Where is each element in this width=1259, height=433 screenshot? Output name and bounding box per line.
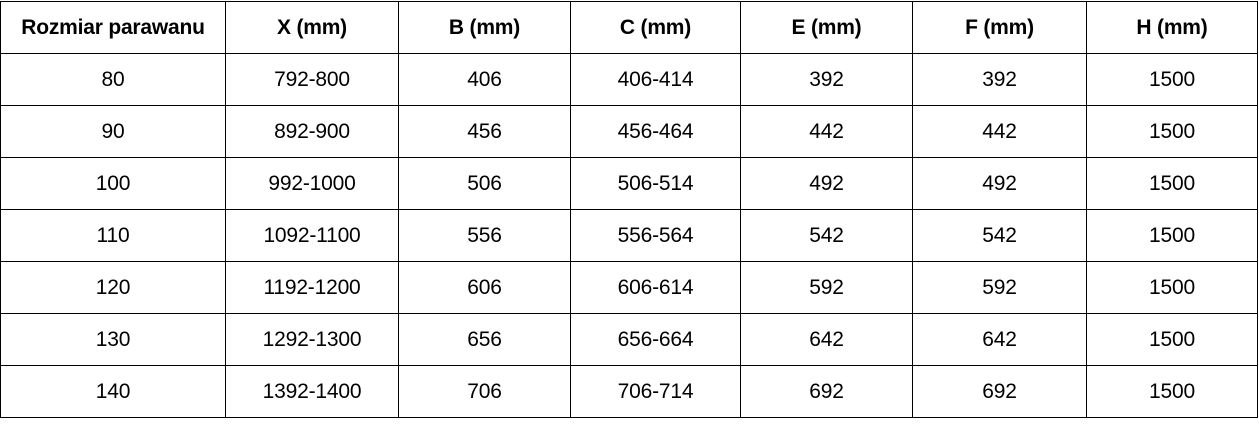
- table-header-row: Rozmiar parawanu X (mm) B (mm) C (mm) E …: [0, 1, 1258, 54]
- cell-e: 492: [740, 157, 913, 210]
- column-header-b: B (mm): [398, 1, 571, 54]
- cell-h: 1500: [1086, 209, 1258, 262]
- screen-dimensions-table: Rozmiar parawanu X (mm) B (mm) C (mm) E …: [0, 1, 1258, 418]
- table-row: 80 792-800 406 406-414 392 392 1500: [0, 53, 1258, 106]
- column-header-e: E (mm): [740, 1, 913, 54]
- cell-rozmiar-parawanu: 140: [0, 365, 226, 418]
- cell-x: 1392-1400: [225, 365, 399, 418]
- cell-e: 392: [740, 53, 913, 106]
- cell-f: 492: [912, 157, 1087, 210]
- table-row: 90 892-900 456 456-464 442 442 1500: [0, 105, 1258, 158]
- table-row: 140 1392-1400 706 706-714 692 692 1500: [0, 365, 1258, 418]
- cell-c: 556-564: [570, 209, 741, 262]
- table-row: 100 992-1000 506 506-514 492 492 1500: [0, 157, 1258, 210]
- cell-x: 1292-1300: [225, 313, 399, 366]
- cell-h: 1500: [1086, 105, 1258, 158]
- column-header-rozmiar-parawanu: Rozmiar parawanu: [0, 1, 226, 54]
- cell-b: 506: [398, 157, 571, 210]
- cell-c: 606-614: [570, 261, 741, 314]
- column-header-c: C (mm): [570, 1, 741, 54]
- column-header-f: F (mm): [912, 1, 1087, 54]
- cell-e: 642: [740, 313, 913, 366]
- cell-c: 406-414: [570, 53, 741, 106]
- cell-rozmiar-parawanu: 130: [0, 313, 226, 366]
- spec-table-container: Rozmiar parawanu X (mm) B (mm) C (mm) E …: [0, 1, 1258, 418]
- cell-h: 1500: [1086, 261, 1258, 314]
- cell-f: 642: [912, 313, 1087, 366]
- cell-f: 592: [912, 261, 1087, 314]
- table-row: 130 1292-1300 656 656-664 642 642 1500: [0, 313, 1258, 366]
- cell-rozmiar-parawanu: 90: [0, 105, 226, 158]
- cell-h: 1500: [1086, 365, 1258, 418]
- cell-b: 456: [398, 105, 571, 158]
- cell-c: 706-714: [570, 365, 741, 418]
- cell-h: 1500: [1086, 53, 1258, 106]
- cell-b: 556: [398, 209, 571, 262]
- cell-x: 792-800: [225, 53, 399, 106]
- cell-rozmiar-parawanu: 100: [0, 157, 226, 210]
- cell-x: 1192-1200: [225, 261, 399, 314]
- column-header-h: H (mm): [1086, 1, 1258, 54]
- cell-e: 442: [740, 105, 913, 158]
- table-body: 80 792-800 406 406-414 392 392 1500 90 8…: [0, 53, 1258, 418]
- cell-e: 542: [740, 209, 913, 262]
- column-header-x: X (mm): [225, 1, 399, 54]
- cell-rozmiar-parawanu: 80: [0, 53, 226, 106]
- table-row: 120 1192-1200 606 606-614 592 592 1500: [0, 261, 1258, 314]
- cell-h: 1500: [1086, 313, 1258, 366]
- cell-b: 406: [398, 53, 571, 106]
- cell-x: 1092-1100: [225, 209, 399, 262]
- cell-x: 892-900: [225, 105, 399, 158]
- table-header: Rozmiar parawanu X (mm) B (mm) C (mm) E …: [0, 1, 1258, 54]
- cell-b: 706: [398, 365, 571, 418]
- cell-x: 992-1000: [225, 157, 399, 210]
- cell-b: 656: [398, 313, 571, 366]
- table-row: 110 1092-1100 556 556-564 542 542 1500: [0, 209, 1258, 262]
- cell-c: 456-464: [570, 105, 741, 158]
- cell-c: 506-514: [570, 157, 741, 210]
- cell-rozmiar-parawanu: 120: [0, 261, 226, 314]
- cell-f: 692: [912, 365, 1087, 418]
- cell-f: 392: [912, 53, 1087, 106]
- cell-h: 1500: [1086, 157, 1258, 210]
- cell-b: 606: [398, 261, 571, 314]
- cell-e: 592: [740, 261, 913, 314]
- cell-f: 542: [912, 209, 1087, 262]
- cell-e: 692: [740, 365, 913, 418]
- cell-c: 656-664: [570, 313, 741, 366]
- cell-rozmiar-parawanu: 110: [0, 209, 226, 262]
- cell-f: 442: [912, 105, 1087, 158]
